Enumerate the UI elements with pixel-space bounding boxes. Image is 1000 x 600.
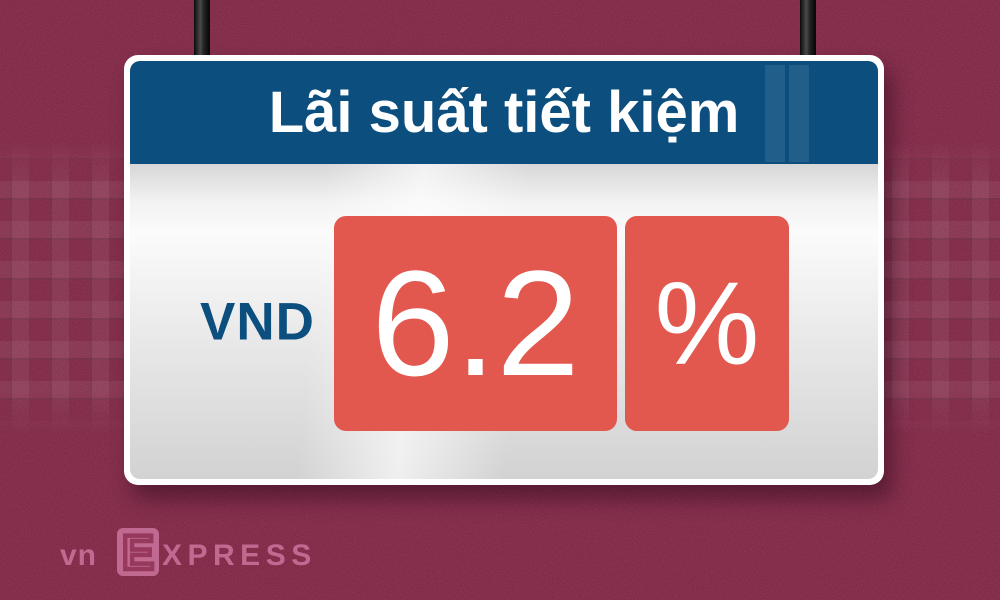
svg-text:XPRESS: XPRESS [162, 539, 317, 572]
svg-text:vn: vn [60, 539, 97, 572]
svg-text:E: E [122, 527, 154, 578]
